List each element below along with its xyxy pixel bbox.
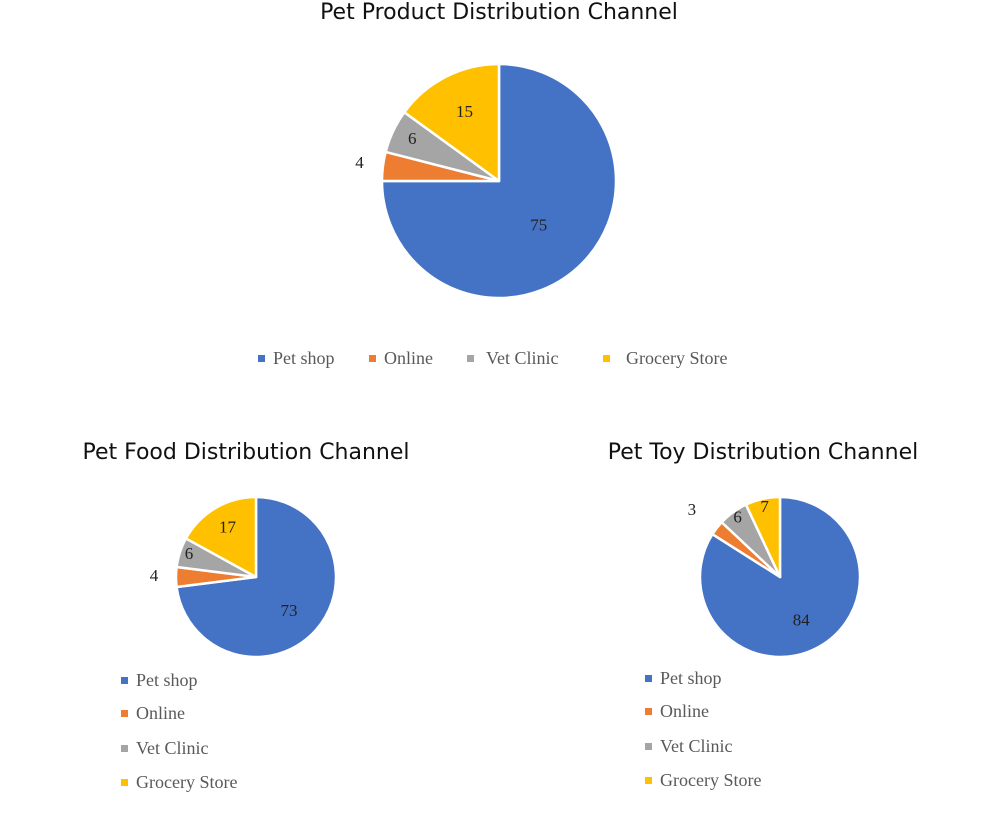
data-label-online: 4 [355,153,364,172]
data-label-grocery-store: 15 [456,102,473,121]
legend-item-pet-shop: Pet shop [258,348,335,369]
data-label-vet-clinic: 6 [185,544,194,563]
chart-title-food: Pet Food Distribution Channel [82,440,410,465]
data-label-pet-shop: 75 [530,216,547,235]
legend-label: Pet shop [136,670,198,690]
pie-slice-pet-shop [380,62,618,300]
legend-swatch-online [645,708,652,715]
legend-swatch-grocery-store [121,779,128,786]
legend-item-grocery-store: Grocery Store [121,772,237,793]
data-label-online: 3 [688,500,697,519]
data-label-online: 4 [150,566,159,585]
legend-swatch-online [369,355,376,362]
legend-label: Vet Clinic [486,348,559,368]
legend-label: Pet shop [660,668,722,688]
data-label-grocery-store: 7 [760,497,769,516]
legend-item-vet-clinic: Vet Clinic [121,738,209,759]
legend-swatch-pet-shop [645,675,652,682]
data-label-vet-clinic: 6 [408,129,417,148]
legend-item-online: Online [645,701,709,722]
legend-label: Online [384,348,433,368]
legend-label: Grocery Store [626,348,728,368]
pie-slice-grocery-store [184,495,258,579]
legend-item-online: Online [369,348,433,369]
legend-item-online: Online [121,703,185,724]
legend-swatch-grocery-store [603,355,610,362]
legend-item-grocery-store: Grocery Store [645,770,761,791]
data-label-pet-shop: 73 [281,601,298,620]
legend-swatch-online [121,710,128,717]
legend-swatch-vet-clinic [121,745,128,752]
pie-slice-grocery-store [744,495,782,579]
legend-item-vet-clinic: Vet Clinic [645,736,733,757]
legend-swatch-grocery-store [645,777,652,784]
legend-label: Vet Clinic [136,738,209,758]
legend-swatch-vet-clinic [645,743,652,750]
legend-swatch-pet-shop [121,677,128,684]
legend-label: Online [660,701,709,721]
legend-item-vet-clinic: Vet Clinic [467,348,559,369]
legend-label: Online [136,703,185,723]
legend-swatch-vet-clinic [467,355,474,362]
data-label-grocery-store: 17 [219,518,237,537]
legend-label: Grocery Store [660,770,762,790]
chart-title-product: Pet Product Distribution Channel [320,0,678,25]
legend-label: Grocery Store [136,772,238,792]
data-label-vet-clinic: 6 [733,508,742,527]
legend-item-pet-shop: Pet shop [121,670,198,691]
legend-item-pet-shop: Pet shop [645,668,722,689]
chart-title-toy: Pet Toy Distribution Channel [607,440,919,465]
pie-slice-grocery-store [403,62,501,183]
legend-label: Vet Clinic [660,736,733,756]
data-label-pet-shop: 84 [793,610,811,629]
legend-label: Pet shop [273,348,335,368]
legend-swatch-pet-shop [258,355,265,362]
legend-item-grocery-store: Grocery Store [603,348,727,369]
